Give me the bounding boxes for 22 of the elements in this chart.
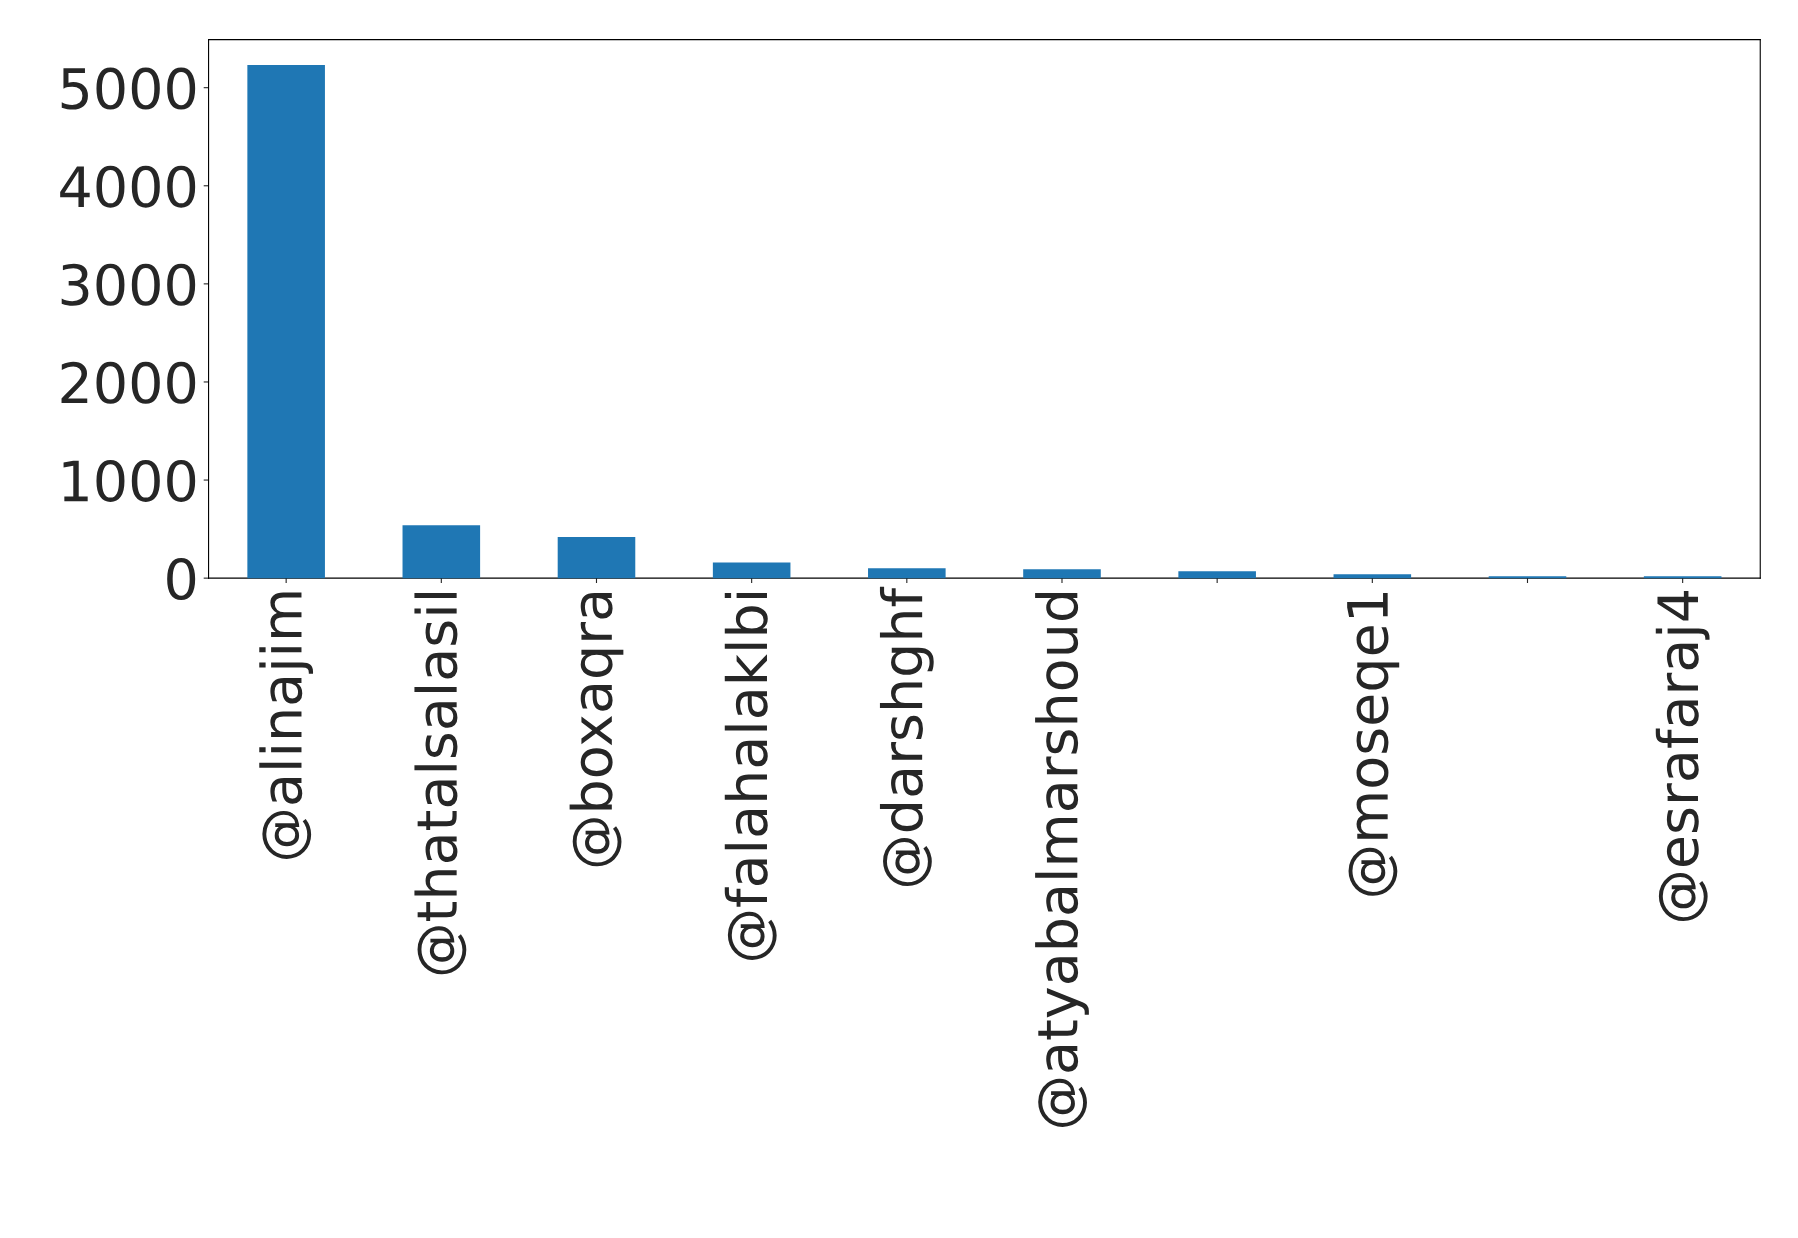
x-tick-label: @esrafaraj4	[1655, 590, 1710, 922]
x-tick-label: @moseqe1	[1347, 593, 1400, 896]
y-tick-label: 4000	[60, 165, 196, 208]
bar	[868, 568, 946, 579]
y-tick-label: 3000	[61, 263, 196, 306]
bar	[247, 65, 325, 579]
bar	[1023, 569, 1101, 579]
y-tick-label: 1000	[63, 459, 196, 502]
y-tick-label: 5000	[61, 67, 196, 110]
y-tick-label: 2000	[61, 361, 196, 404]
x-tick-label: @alinajim	[259, 592, 314, 859]
x-tick-label: @boxaqra	[569, 592, 624, 867]
bar	[557, 536, 636, 579]
x-tick-label: @thatalsalasil	[414, 593, 467, 975]
bar	[402, 525, 481, 579]
bar	[712, 562, 791, 579]
bar	[1333, 574, 1412, 579]
bar	[1178, 571, 1256, 579]
x-tick-label: @darshghf	[879, 586, 934, 887]
x-tick-label: @atyabalmarshoud	[1035, 592, 1089, 1127]
y-tick-label: 0	[167, 558, 196, 601]
x-tick-label: @falahalaklbi	[724, 593, 777, 960]
